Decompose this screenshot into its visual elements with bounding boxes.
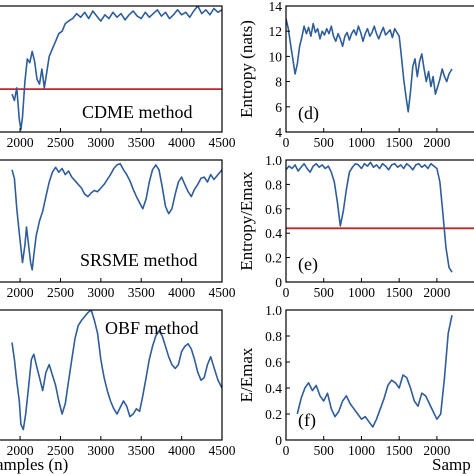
y-tick-label: 0.2 xyxy=(265,251,282,266)
x-tick-label: 4000 xyxy=(168,443,195,458)
x-tick-label: 2500 xyxy=(47,443,74,458)
x-tick-label: 1000 xyxy=(348,285,375,300)
x-axis-label: Samp xyxy=(432,455,471,474)
y-tick-label: 0.4 xyxy=(265,226,282,241)
axes-frame xyxy=(0,5,223,133)
x-tick-label: 4500 xyxy=(209,135,236,150)
y-tick-label: 10 xyxy=(269,49,283,64)
x-tick-label: 3500 xyxy=(128,135,155,150)
y-tick-label: 0.8 xyxy=(265,177,282,192)
panel-f: 0 500 1000 1500 2000 0 0.2 0.4 0.6 0.8 1.0 E/Emax… xyxy=(237,303,474,474)
method-annotation: SRSME method xyxy=(80,250,198,270)
y-ticks: 0 0.2 0.4 0.6 0.8 1.0 xyxy=(265,303,290,448)
axes-frame xyxy=(285,5,474,133)
y-tick-label: 1.0 xyxy=(265,303,282,318)
x-tick-label: 0 xyxy=(283,285,290,300)
y-tick-label: 0.6 xyxy=(265,202,282,217)
y-tick-label: 0.4 xyxy=(265,381,282,396)
x-tick-label: 3000 xyxy=(87,285,114,300)
y-tick-label: 0.6 xyxy=(265,355,282,370)
x-tick-label: 2000 xyxy=(7,443,34,458)
axes-frame xyxy=(285,309,474,441)
series-line xyxy=(286,18,453,113)
x-tick-label: 1000 xyxy=(348,443,375,458)
series-line xyxy=(296,315,453,428)
panel-annotation: (e) xyxy=(298,254,318,275)
x-ticks: 2000 2500 3000 3500 4000 4500 xyxy=(7,278,236,300)
y-tick-label: 1.0 xyxy=(265,153,282,168)
method-annotation: OBF method xyxy=(105,318,199,338)
panel-annotation: (d) xyxy=(298,103,319,124)
x-tick-label: 4500 xyxy=(209,285,236,300)
x-tick-label: 2500 xyxy=(47,285,74,300)
y-tick-label: 6 xyxy=(275,100,282,115)
x-ticks: 0 500 1000 1500 2000 xyxy=(283,278,451,300)
x-tick-label: 500 xyxy=(314,285,335,300)
x-tick-label: 2500 xyxy=(47,135,74,150)
x-tick-label: 2000 xyxy=(423,285,450,300)
y-tick-label: 0.8 xyxy=(265,329,282,344)
x-tick-label: 4000 xyxy=(168,135,195,150)
y-tick-label: 0.2 xyxy=(265,407,282,422)
x-tick-label: 0 xyxy=(283,135,290,150)
x-tick-label: 3000 xyxy=(87,135,114,150)
panel-d: 0 500 1000 1500 2000 4 6 8 10 12 14 Entropy (nats… xyxy=(237,0,474,150)
y-axis-label: Entropy (nats) xyxy=(237,20,256,118)
y-tick-label: 8 xyxy=(275,75,282,90)
x-tick-label: 500 xyxy=(314,443,335,458)
y-tick-label: 0 xyxy=(275,275,282,290)
axes-frame xyxy=(0,159,223,283)
y-axis-label: E/Emax xyxy=(237,347,256,402)
x-ticks: 0 500 1000 1500 2000 xyxy=(283,128,451,150)
x-ticks: 0 500 1000 1500 2000 xyxy=(283,436,451,458)
y-tick-label: 0 xyxy=(275,433,282,448)
axes-frame xyxy=(0,309,223,441)
x-tick-label: 2000 xyxy=(423,443,450,458)
panel-obf: 2000 2500 3000 3500 4000 4500 OBF method ampl… xyxy=(0,309,236,474)
series-line xyxy=(11,310,222,431)
panel-annotation: (f) xyxy=(298,410,316,431)
y-axis-label: Entropy/Emax xyxy=(237,171,256,271)
x-tick-label: 1000 xyxy=(348,135,375,150)
x-tick-label: 1500 xyxy=(386,285,413,300)
x-tick-label: 500 xyxy=(314,135,335,150)
y-tick-label: 4 xyxy=(275,125,282,140)
x-tick-label: 4000 xyxy=(168,285,195,300)
panel-srsme: 2000 2500 3000 3500 4000 4500 SRSME method xyxy=(0,159,236,300)
x-tick-label: 0 xyxy=(283,443,290,458)
y-ticks: 0 0.2 0.4 0.6 0.8 1.0 xyxy=(265,153,290,290)
x-tick-label: 1500 xyxy=(386,443,413,458)
x-tick-label: 3500 xyxy=(128,443,155,458)
panel-e: 0 500 1000 1500 2000 0 0.2 0.4 0.6 0.8 1.0 Entrop… xyxy=(237,153,474,300)
panel-cdme: 2000 2500 3000 3500 4000 4500 CDME method xyxy=(0,5,236,150)
x-tick-label: 2000 xyxy=(7,135,34,150)
series-line xyxy=(11,6,222,131)
y-tick-label: 12 xyxy=(269,24,283,39)
series-line xyxy=(286,161,453,273)
x-tick-label: 3000 xyxy=(87,443,114,458)
x-axis-label: amples (n) xyxy=(0,455,68,474)
x-tick-label: 4500 xyxy=(209,443,236,458)
y-tick-label: 14 xyxy=(269,0,283,14)
x-tick-label: 1500 xyxy=(386,135,413,150)
series-line xyxy=(11,162,222,271)
x-ticks: 2000 2500 3000 3500 4000 4500 xyxy=(7,436,236,458)
x-tick-label: 3500 xyxy=(128,285,155,300)
x-ticks: 2000 2500 3000 3500 4000 4500 xyxy=(7,128,236,150)
method-annotation: CDME method xyxy=(82,102,193,122)
x-tick-label: 2000 xyxy=(423,135,450,150)
axes-frame xyxy=(285,159,474,283)
y-ticks: 4 6 8 10 12 14 xyxy=(269,0,290,140)
x-tick-label: 2000 xyxy=(7,285,34,300)
